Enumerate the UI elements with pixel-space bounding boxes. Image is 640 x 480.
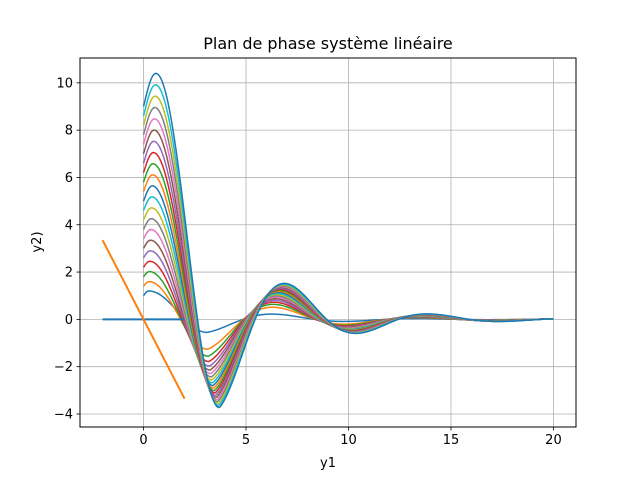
plot-frame (79, 57, 577, 428)
y-tick-label: 8 (65, 124, 73, 139)
x-tick-label: 15 (443, 433, 460, 448)
y-tick-label: 0 (65, 313, 73, 328)
chart-title: Plan de phase système linéaire (203, 34, 453, 53)
y-tick-label: 6 (65, 171, 73, 186)
x-axis-ticks: 0 5 10 15 20 (139, 427, 562, 448)
series-layer (142, 72, 554, 409)
x-tick-label: 20 (545, 433, 562, 448)
y-tick-label: −2 (54, 360, 73, 375)
x-tick-label: 0 (139, 433, 147, 448)
trajectory-line (142, 72, 554, 409)
y-axis-label: y2) (30, 231, 45, 252)
y-tick-label: 2 (65, 266, 73, 281)
lines-layer (101, 239, 186, 400)
y-tick-label: 10 (56, 76, 73, 91)
reference-line (101, 239, 186, 400)
y-tick-label: 4 (65, 218, 73, 233)
x-tick-label: 5 (242, 433, 250, 448)
y-tick-label: −4 (54, 407, 73, 422)
x-tick-label: 10 (340, 433, 357, 448)
x-axis-label: y1 (320, 456, 336, 471)
y-axis-ticks: −4 −2 0 2 4 6 8 10 (54, 76, 80, 422)
